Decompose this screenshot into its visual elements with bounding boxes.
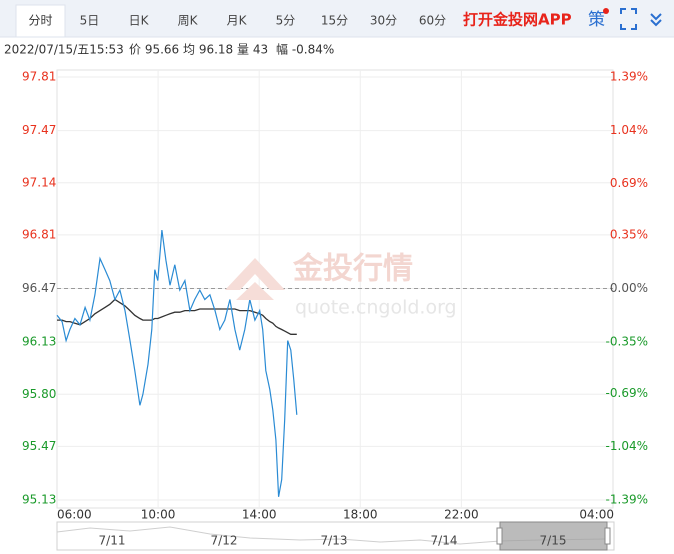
tab[interactable]: 5日 xyxy=(80,14,100,28)
y2-tick-label: -0.35% xyxy=(606,334,648,348)
navigator-label: 7/14 xyxy=(431,534,458,548)
navigator-trace xyxy=(56,526,607,545)
y-tick-label: 97.47 xyxy=(22,123,56,137)
y2-tick-label: 1.04% xyxy=(610,123,648,137)
y2-tick-label: 1.39% xyxy=(610,70,648,84)
y-tick-label: 96.13 xyxy=(22,335,56,349)
strategy-button[interactable]: 策 xyxy=(588,10,605,30)
info-average: 均 96.18 xyxy=(183,43,233,57)
y-tick-label: 95.47 xyxy=(22,439,56,453)
x-tick-label: 22:00 xyxy=(444,508,479,522)
x-tick-label: 10:00 xyxy=(141,508,176,522)
y-tick-label: 95.80 xyxy=(22,387,56,401)
navigator-selection[interactable] xyxy=(499,521,608,551)
tab[interactable]: 月K xyxy=(227,14,248,28)
series-line xyxy=(57,298,297,335)
app-link[interactable]: 打开金投网APP xyxy=(463,11,572,29)
badge xyxy=(603,8,609,14)
tab[interactable]: 15分 xyxy=(321,14,348,28)
watermark-logo xyxy=(236,282,274,300)
y2-tick-label: 0.00% xyxy=(610,281,648,295)
active-tab xyxy=(15,4,66,38)
y-tick-label: 96.81 xyxy=(22,227,56,241)
navigator-label: 7/13 xyxy=(321,534,348,548)
series-line xyxy=(56,230,298,497)
tab[interactable]: 30分 xyxy=(370,14,397,28)
x-tick-label: 04:00 xyxy=(579,508,614,522)
info-change: 幅 -0.84% xyxy=(276,42,334,57)
info-price: 价 95.66 xyxy=(129,43,179,57)
y2-tick-label: 0.69% xyxy=(610,176,648,190)
y2-tick-label: -0.69% xyxy=(606,386,648,400)
y2-tick-label: -1.39% xyxy=(606,493,648,507)
tab[interactable]: 日K xyxy=(129,14,150,28)
x-tick-label: 06:00 xyxy=(57,508,92,522)
info-volume: 量 43 xyxy=(237,43,268,57)
tab[interactable]: 分时 xyxy=(28,14,52,28)
navigator-frame xyxy=(56,521,615,551)
fullscreen-icon[interactable] xyxy=(620,8,637,30)
y-tick-label: 95.13 xyxy=(22,493,56,507)
navigator-label: 7/15 xyxy=(540,534,567,548)
tab-bar xyxy=(0,0,674,37)
tab[interactable]: 60分 xyxy=(419,14,446,28)
watermark-logo xyxy=(225,258,285,290)
navigator-label: 7/11 xyxy=(99,534,126,548)
tab[interactable]: 周K xyxy=(178,14,199,28)
navigator-label: 7/12 xyxy=(211,534,238,548)
collapse-icon[interactable] xyxy=(650,13,662,27)
y-tick-label: 96.47 xyxy=(22,281,56,295)
plot xyxy=(56,69,614,509)
y-tick-label: 97.81 xyxy=(22,70,56,84)
navigator-handle[interactable] xyxy=(496,527,503,545)
watermark-name: 金投行情 xyxy=(292,252,413,287)
y-tick-label: 97.14 xyxy=(22,175,56,189)
navigator-handle[interactable] xyxy=(604,527,611,545)
info-time: 2022/07/15/五15:53 xyxy=(4,43,124,57)
x-tick-label: 14:00 xyxy=(242,508,277,522)
x-tick-label: 18:00 xyxy=(343,508,378,522)
tab[interactable]: 5分 xyxy=(276,14,296,28)
y2-tick-label: 0.35% xyxy=(610,228,648,242)
y2-tick-label: -1.04% xyxy=(606,439,648,453)
watermark: 金投行情 quote.cngold.org xyxy=(225,252,457,319)
watermark-url: quote.cngold.org xyxy=(295,297,457,319)
